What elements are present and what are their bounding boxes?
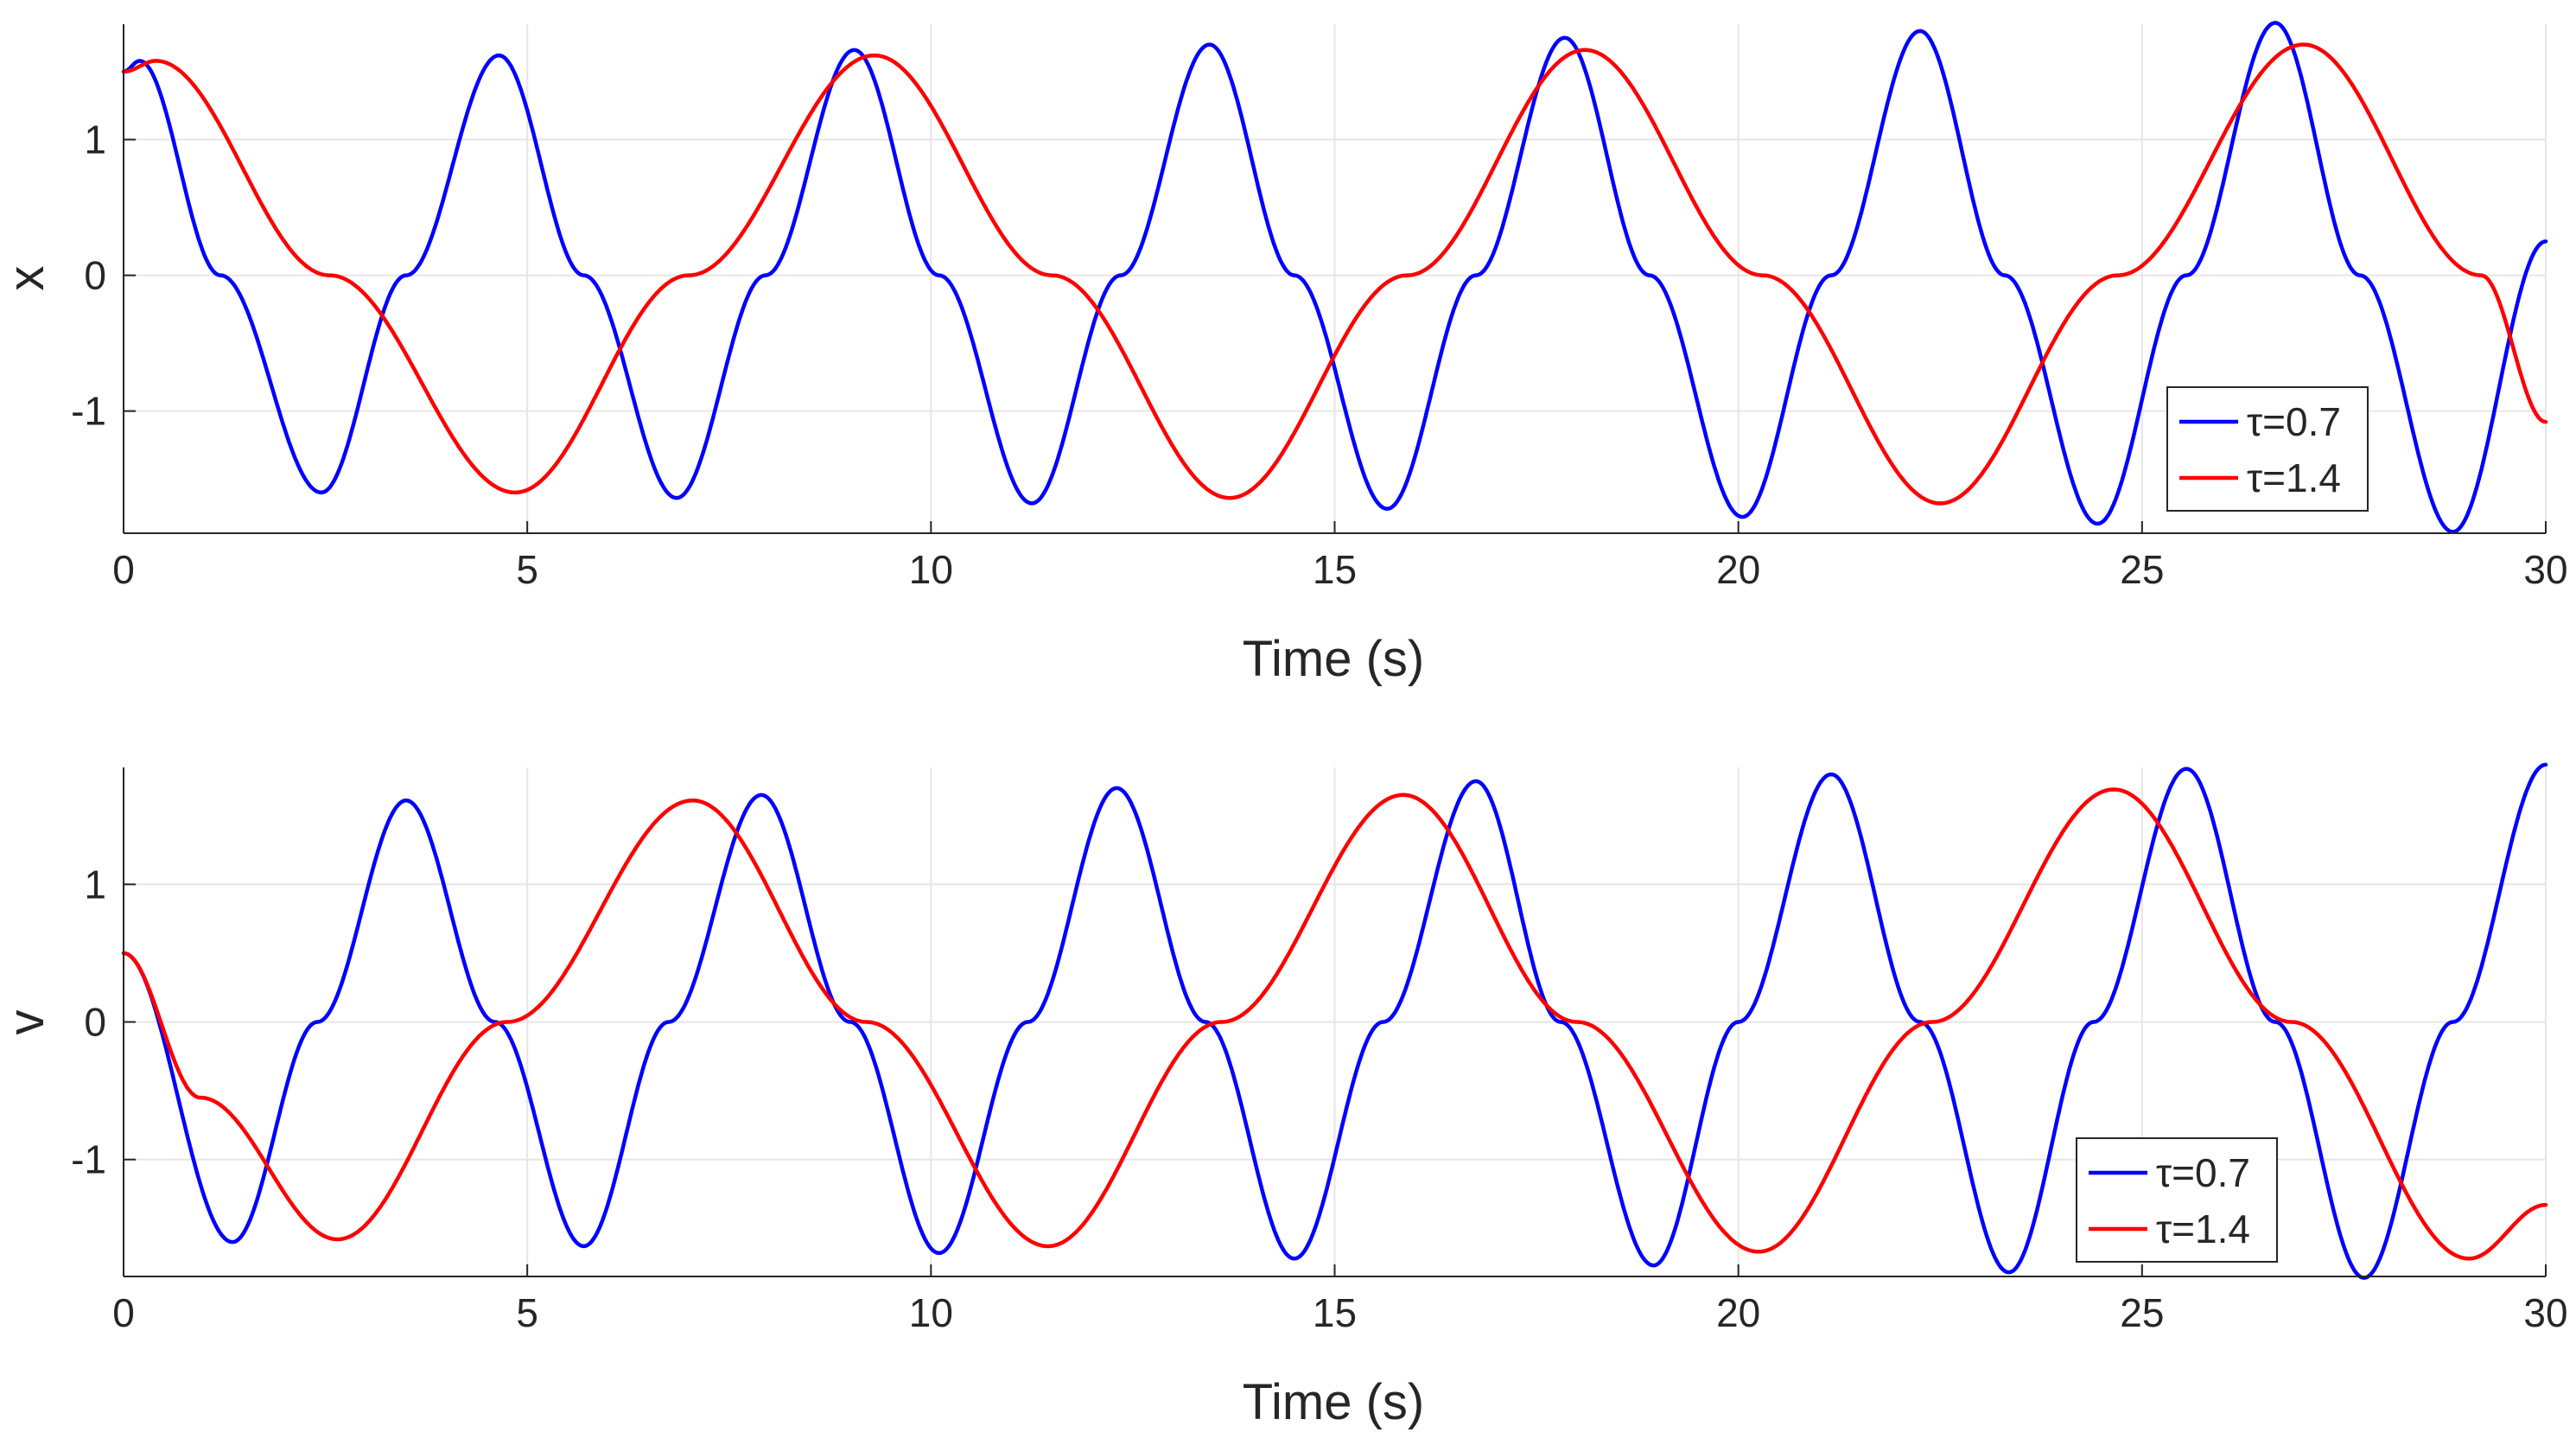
position-plot-xtick-label: 15 <box>1313 547 1357 592</box>
velocity-plot-ytick-label: -1 <box>71 1137 106 1182</box>
velocity-plot-xtick-label: 10 <box>909 1290 953 1335</box>
position-plot-xtick-label: 0 <box>112 547 135 592</box>
velocity-plot-xtick-label: 15 <box>1313 1290 1357 1335</box>
position-plot-ytick-label: 0 <box>84 253 106 298</box>
position-plot-xtick-label: 30 <box>2523 547 2567 592</box>
velocity-plot-ticks: 0 5 10 15 20 25 30 -1 0 1 <box>71 862 2567 1335</box>
position-plot-series-tau-0-7-line <box>121 21 2548 534</box>
position-plot-xtick-label: 10 <box>909 547 953 592</box>
velocity-plot-legend-label-1: τ=1.4 <box>2156 1206 2250 1251</box>
position-plot-legend: τ=0.7 τ=1.4 <box>2166 386 2369 512</box>
velocity-plot-xlabel: Time (s) <box>1243 1374 1424 1430</box>
position-plot-legend-box <box>2166 386 2369 512</box>
position-plot-ytick-label: 1 <box>84 118 106 162</box>
velocity-plot-xtick-label: 0 <box>112 1290 135 1335</box>
position-plot-series <box>121 21 2548 534</box>
velocity-plot-xtick-label: 5 <box>516 1290 538 1335</box>
position-plot-legend-label-0: τ=0.7 <box>2247 399 2341 444</box>
velocity-plot-legend-box <box>2076 1137 2278 1263</box>
velocity-plot-ytick-label: 1 <box>84 862 106 907</box>
position-plot-ytick-label: -1 <box>71 389 106 434</box>
velocity-plot-ytick-label: 0 <box>84 1000 106 1045</box>
velocity-plot-xtick-label: 25 <box>2120 1290 2164 1335</box>
velocity-plot-xtick-label: 30 <box>2523 1290 2567 1335</box>
velocity-plot-series <box>121 762 2548 1280</box>
velocity-plot: 0 5 10 15 20 25 30 -1 0 1 Time (s) v τ=0.7 τ=1.4 <box>0 762 2568 1430</box>
position-plot-xtick-label: 25 <box>2120 547 2164 592</box>
position-plot-legend-label-1: τ=1.4 <box>2247 455 2341 500</box>
position-plot-ylabel: x <box>0 266 54 291</box>
position-plot-xtick-label: 5 <box>516 547 538 592</box>
velocity-plot-series-tau-0-7-line <box>121 762 2548 1280</box>
velocity-plot-series-tau-1-4-line <box>121 787 2548 1261</box>
position-plot-xlabel: Time (s) <box>1243 631 1424 687</box>
velocity-plot-xtick-label: 20 <box>1716 1290 1760 1335</box>
position-plot-series-tau-1-4-line <box>121 42 2548 506</box>
velocity-plot-legend-label-0: τ=0.7 <box>2156 1150 2250 1195</box>
position-plot-ticks: 0 5 10 15 20 25 30 -1 0 1 <box>71 118 2567 592</box>
position-plot: 0 5 10 15 20 25 30 -1 0 1 Time (s) x τ=0.7 τ=1.4 <box>0 21 2568 687</box>
velocity-plot-legend: τ=0.7 τ=1.4 <box>2076 1137 2278 1263</box>
velocity-plot-ylabel: v <box>0 1010 54 1035</box>
position-plot-xtick-label: 20 <box>1716 547 1760 592</box>
